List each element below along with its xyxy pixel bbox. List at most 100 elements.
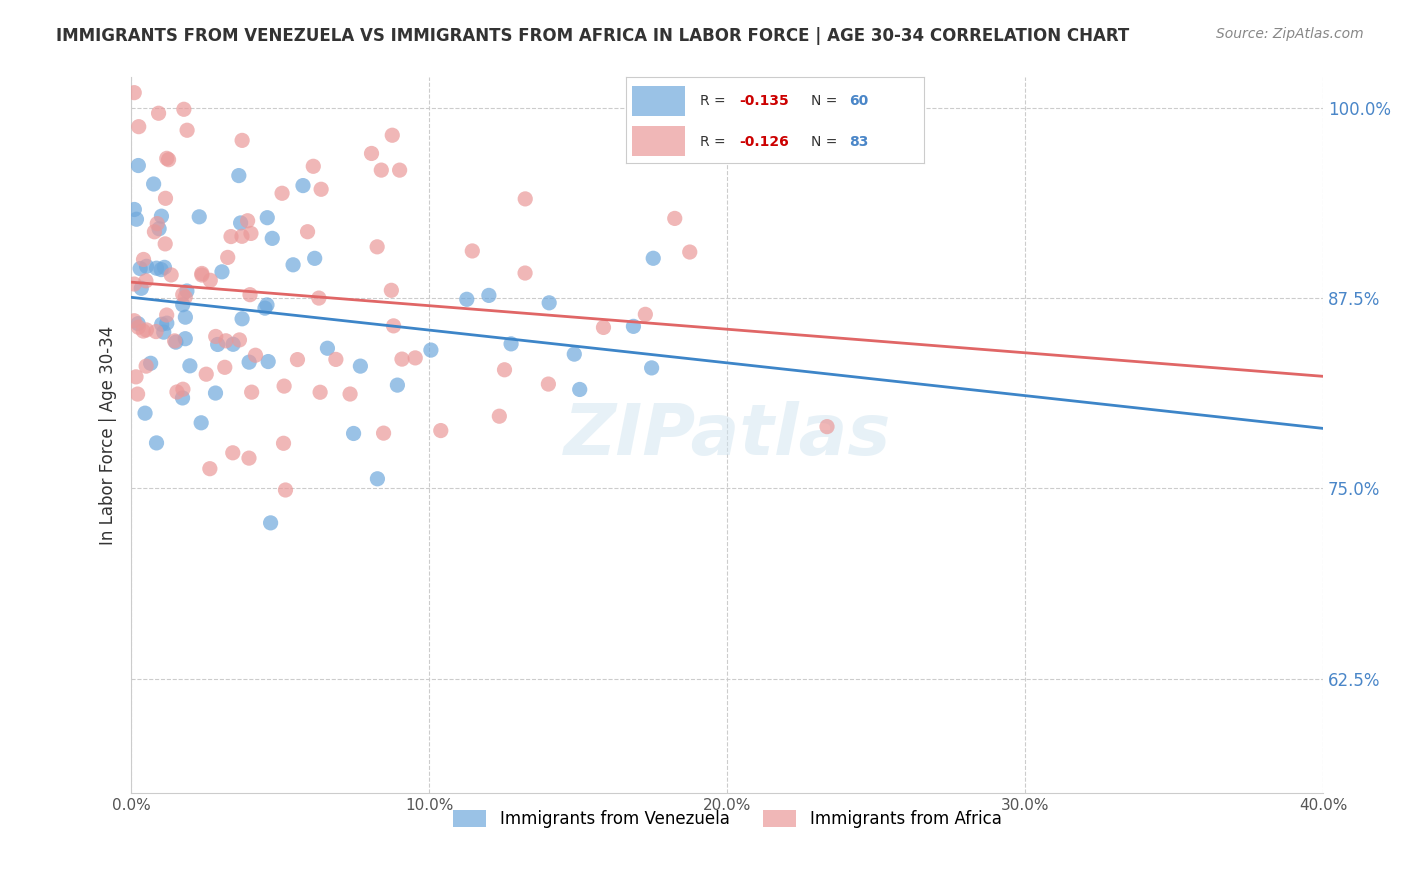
Immigrants from Venezuela bbox=[562, 347, 585, 361]
Immigrants from Venezuela bbox=[207, 337, 229, 351]
Immigrants from Venezuela bbox=[456, 293, 478, 307]
Immigrants from Africa bbox=[128, 120, 150, 134]
Immigrants from Africa bbox=[127, 320, 149, 334]
Immigrants from Africa bbox=[172, 382, 194, 396]
Immigrants from Africa bbox=[228, 333, 250, 347]
Immigrants from Africa bbox=[148, 106, 170, 120]
Immigrants from Venezuela bbox=[174, 332, 197, 346]
Immigrants from Africa bbox=[273, 379, 295, 393]
Text: Source: ZipAtlas.com: Source: ZipAtlas.com bbox=[1216, 27, 1364, 41]
Immigrants from Venezuela bbox=[125, 212, 148, 227]
Immigrants from Venezuela bbox=[148, 221, 170, 235]
Immigrants from Venezuela bbox=[281, 258, 304, 272]
Immigrants from Africa bbox=[132, 252, 155, 267]
Immigrants from Africa bbox=[664, 211, 686, 226]
Immigrants from Africa bbox=[297, 225, 319, 239]
Immigrants from Africa bbox=[302, 159, 325, 173]
Immigrants from Venezuela bbox=[257, 354, 280, 368]
Immigrants from Africa bbox=[430, 424, 453, 438]
Immigrants from Africa bbox=[461, 244, 484, 258]
Immigrants from Venezuela bbox=[259, 516, 281, 530]
Immigrants from Africa bbox=[239, 287, 262, 301]
Immigrants from Africa bbox=[156, 152, 179, 166]
Immigrants from Venezuela bbox=[256, 298, 278, 312]
Immigrants from Africa bbox=[195, 368, 218, 382]
Immigrants from Venezuela bbox=[304, 252, 326, 266]
Immigrants from Venezuela bbox=[150, 209, 173, 223]
Immigrants from Africa bbox=[132, 324, 155, 338]
Immigrants from Africa bbox=[215, 334, 238, 348]
Immigrants from Africa bbox=[174, 290, 197, 304]
Immigrants from Africa bbox=[381, 128, 404, 143]
Immigrants from Africa bbox=[238, 451, 260, 466]
Immigrants from Africa bbox=[236, 213, 259, 227]
Immigrants from Venezuela bbox=[129, 281, 152, 295]
Immigrants from Africa bbox=[325, 352, 347, 367]
Immigrants from Africa bbox=[146, 217, 169, 231]
Immigrants from Venezuela bbox=[316, 341, 339, 355]
Immigrants from Venezuela bbox=[129, 261, 152, 276]
Immigrants from Africa bbox=[815, 419, 838, 434]
Immigrants from Venezuela bbox=[229, 216, 252, 230]
Immigrants from Venezuela bbox=[127, 317, 149, 331]
Immigrants from Africa bbox=[366, 240, 388, 254]
Immigrants from Venezuela bbox=[222, 337, 245, 351]
Immigrants from Venezuela bbox=[124, 202, 146, 217]
Immigrants from Venezuela bbox=[623, 319, 645, 334]
Immigrants from Africa bbox=[153, 236, 176, 251]
Immigrants from Venezuela bbox=[127, 159, 149, 173]
Immigrants from Africa bbox=[157, 153, 180, 167]
Immigrants from Venezuela bbox=[150, 318, 173, 332]
Immigrants from Venezuela bbox=[145, 436, 167, 450]
Immigrants from Africa bbox=[245, 348, 267, 362]
Immigrants from Africa bbox=[634, 307, 657, 321]
Immigrants from Africa bbox=[239, 227, 262, 241]
Immigrants from Venezuela bbox=[342, 426, 364, 441]
Immigrants from Venezuela bbox=[238, 355, 260, 369]
Immigrants from Africa bbox=[273, 436, 295, 450]
Immigrants from Africa bbox=[145, 325, 167, 339]
Immigrants from Africa bbox=[309, 385, 332, 400]
Immigrants from Venezuela bbox=[262, 231, 284, 245]
Immigrants from Africa bbox=[198, 461, 221, 475]
Immigrants from Venezuela bbox=[176, 284, 198, 298]
Immigrants from Venezuela bbox=[135, 260, 157, 274]
Immigrants from Venezuela bbox=[174, 310, 197, 325]
Immigrants from Venezuela bbox=[387, 378, 409, 392]
Immigrants from Venezuela bbox=[142, 177, 165, 191]
Immigrants from Africa bbox=[271, 186, 294, 201]
Immigrants from Venezuela bbox=[366, 472, 388, 486]
Immigrants from Africa bbox=[163, 334, 186, 348]
Immigrants from Africa bbox=[679, 245, 702, 260]
Immigrants from Africa bbox=[370, 163, 392, 178]
Immigrants from Africa bbox=[287, 352, 309, 367]
Immigrants from Venezuela bbox=[349, 359, 371, 373]
Immigrants from Venezuela bbox=[165, 335, 187, 350]
Immigrants from Africa bbox=[391, 352, 413, 367]
Immigrants from Africa bbox=[135, 359, 157, 373]
Immigrants from Africa bbox=[513, 266, 536, 280]
Immigrants from Africa bbox=[515, 192, 537, 206]
Immigrants from Venezuela bbox=[253, 301, 276, 315]
Immigrants from Venezuela bbox=[568, 383, 591, 397]
Immigrants from Africa bbox=[173, 103, 195, 117]
Y-axis label: In Labor Force | Age 30-34: In Labor Force | Age 30-34 bbox=[100, 326, 117, 545]
Immigrants from Africa bbox=[135, 274, 157, 288]
Immigrants from Venezuela bbox=[211, 265, 233, 279]
Immigrants from Africa bbox=[217, 251, 239, 265]
Immigrants from Venezuela bbox=[172, 391, 194, 405]
Immigrants from Venezuela bbox=[499, 336, 522, 351]
Immigrants from Venezuela bbox=[204, 386, 226, 401]
Immigrants from Venezuela bbox=[640, 360, 662, 375]
Immigrants from Africa bbox=[122, 277, 145, 291]
Immigrants from Africa bbox=[166, 384, 188, 399]
Immigrants from Africa bbox=[156, 308, 179, 322]
Immigrants from Venezuela bbox=[538, 295, 561, 310]
Immigrants from Africa bbox=[135, 323, 157, 337]
Immigrants from Venezuela bbox=[419, 343, 441, 357]
Immigrants from Venezuela bbox=[145, 261, 167, 276]
Immigrants from Venezuela bbox=[231, 311, 253, 326]
Immigrants from Africa bbox=[214, 360, 236, 375]
Immigrants from Venezuela bbox=[291, 178, 314, 193]
Immigrants from Africa bbox=[382, 318, 405, 333]
